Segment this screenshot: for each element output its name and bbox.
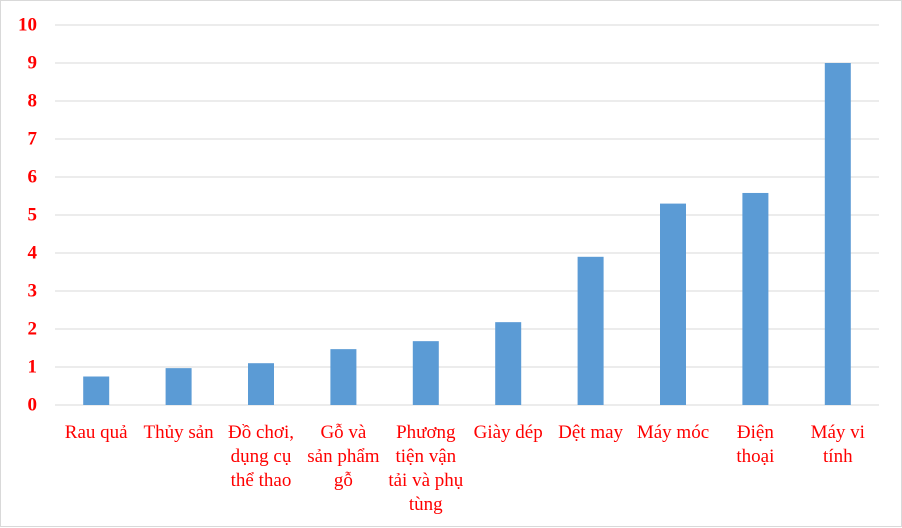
x-tick-label: Gỗ và sản phẩm gỗ <box>307 422 380 491</box>
x-tick-label: Rau quả <box>65 422 128 443</box>
x-tick-label: Dệt may <box>558 422 623 443</box>
bar-8 <box>742 192 769 405</box>
bar-7 <box>660 203 686 405</box>
x-axis-tick-labels: Rau quả Thủy sản Đồ chơi, dụng cụ thể thaoGỗ… <box>65 422 865 515</box>
y-tick-label: 6 <box>28 167 38 188</box>
bar-2 <box>248 363 274 405</box>
bar-5 <box>495 322 522 405</box>
bars <box>83 63 851 405</box>
gridlines <box>55 24 879 406</box>
bar-6 <box>577 256 604 405</box>
bar-0 <box>83 376 110 405</box>
x-tick-label: Máy vi tính <box>811 422 865 467</box>
x-tick-label: Điện thoại <box>736 422 774 467</box>
x-tick-label: Phương tiện vận tải và phụ tùng <box>388 422 463 515</box>
y-axis-tick-labels: 0 1 2 3 4 5 6 7 8 9 10 <box>18 15 38 416</box>
bar-1 <box>165 368 192 405</box>
y-tick-label: 0 <box>28 395 38 416</box>
x-tick-label: Đồ chơi, dụng cụ thể thao <box>228 422 294 491</box>
x-tick-label: Giày dép <box>474 422 543 443</box>
y-tick-label: 1 <box>28 357 38 378</box>
x-tick-label: Thủy sản <box>144 422 215 443</box>
bar-9 <box>824 63 851 405</box>
x-tick-label: Máy móc <box>637 422 709 443</box>
y-tick-label: 3 <box>28 281 38 302</box>
y-tick-label: 4 <box>28 243 38 264</box>
y-tick-label: 2 <box>28 319 38 340</box>
y-tick-label: 8 <box>28 91 38 112</box>
y-tick-label: 7 <box>28 129 38 150</box>
y-tick-label: 10 <box>18 15 37 36</box>
bar-3 <box>330 349 357 405</box>
y-tick-label: 5 <box>28 205 38 226</box>
y-tick-label: 9 <box>28 53 38 74</box>
bar-4 <box>412 341 439 405</box>
